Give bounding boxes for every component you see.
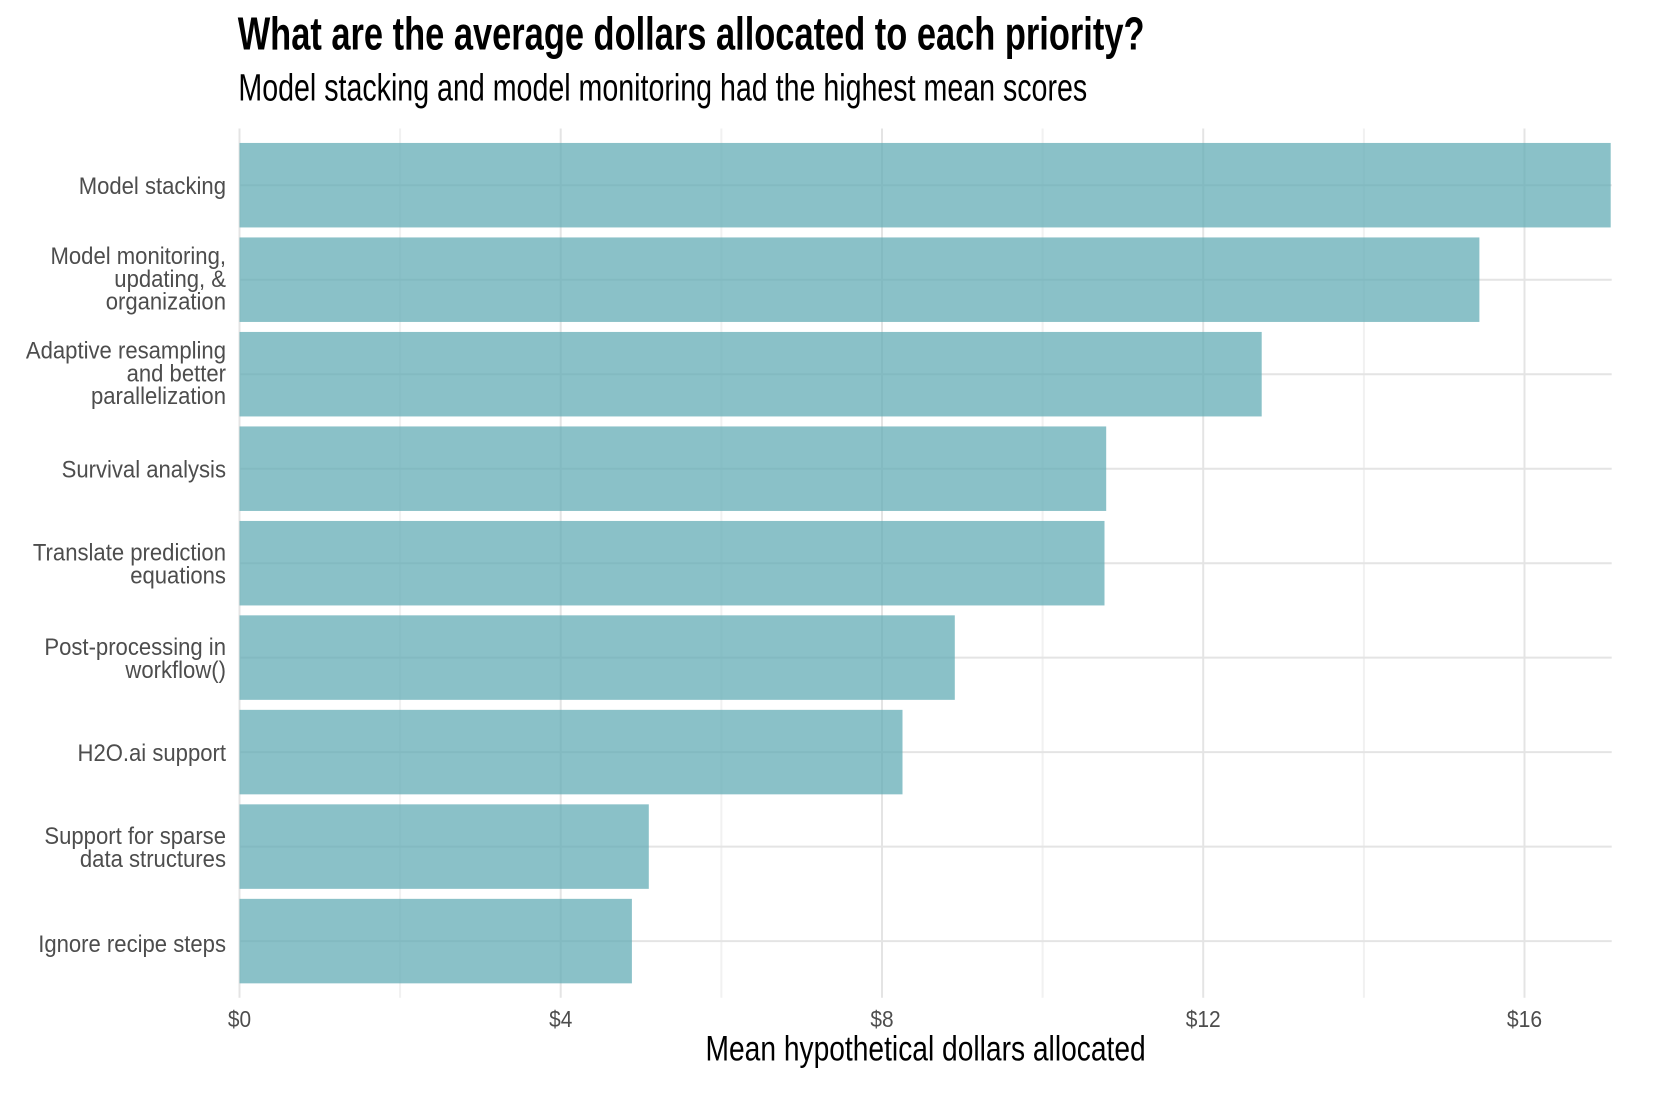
svg-text:Adaptive resampling: Adaptive resampling [26, 338, 226, 365]
svg-text:organization: organization [106, 289, 226, 316]
svg-text:parallelization: parallelization [91, 383, 226, 410]
svg-text:$16: $16 [1507, 1006, 1542, 1032]
svg-text:$4: $4 [549, 1006, 572, 1032]
svg-text:Support for sparse: Support for sparse [44, 823, 226, 850]
svg-text:$12: $12 [1186, 1006, 1221, 1032]
svg-text:Mean hypothetical dollars allo: Mean hypothetical dollars allocated [706, 1029, 1146, 1068]
svg-text:updating, &: updating, & [114, 266, 226, 293]
svg-text:data structures: data structures [80, 846, 226, 873]
svg-text:$8: $8 [870, 1006, 893, 1032]
svg-text:$0: $0 [228, 1006, 251, 1032]
svg-text:Ignore recipe steps: Ignore recipe steps [38, 931, 226, 958]
svg-text:equations: equations [130, 562, 226, 589]
svg-text:and better: and better [127, 360, 226, 387]
svg-text:Post-processing in: Post-processing in [44, 634, 226, 661]
svg-text:Model stacking: Model stacking [79, 173, 226, 200]
svg-text:H2O.ai support: H2O.ai support [78, 740, 227, 767]
svg-text:workflow(): workflow() [124, 657, 226, 684]
svg-text:Model monitoring,: Model monitoring, [51, 243, 227, 270]
svg-text:Translate prediction: Translate prediction [33, 540, 226, 567]
svg-text:Survival analysis: Survival analysis [62, 457, 226, 484]
svg-text:What are the average dollars a: What are the average dollars allocated t… [238, 8, 1145, 60]
svg-text:Model stacking and model monit: Model stacking and model monitoring had … [238, 68, 1087, 110]
